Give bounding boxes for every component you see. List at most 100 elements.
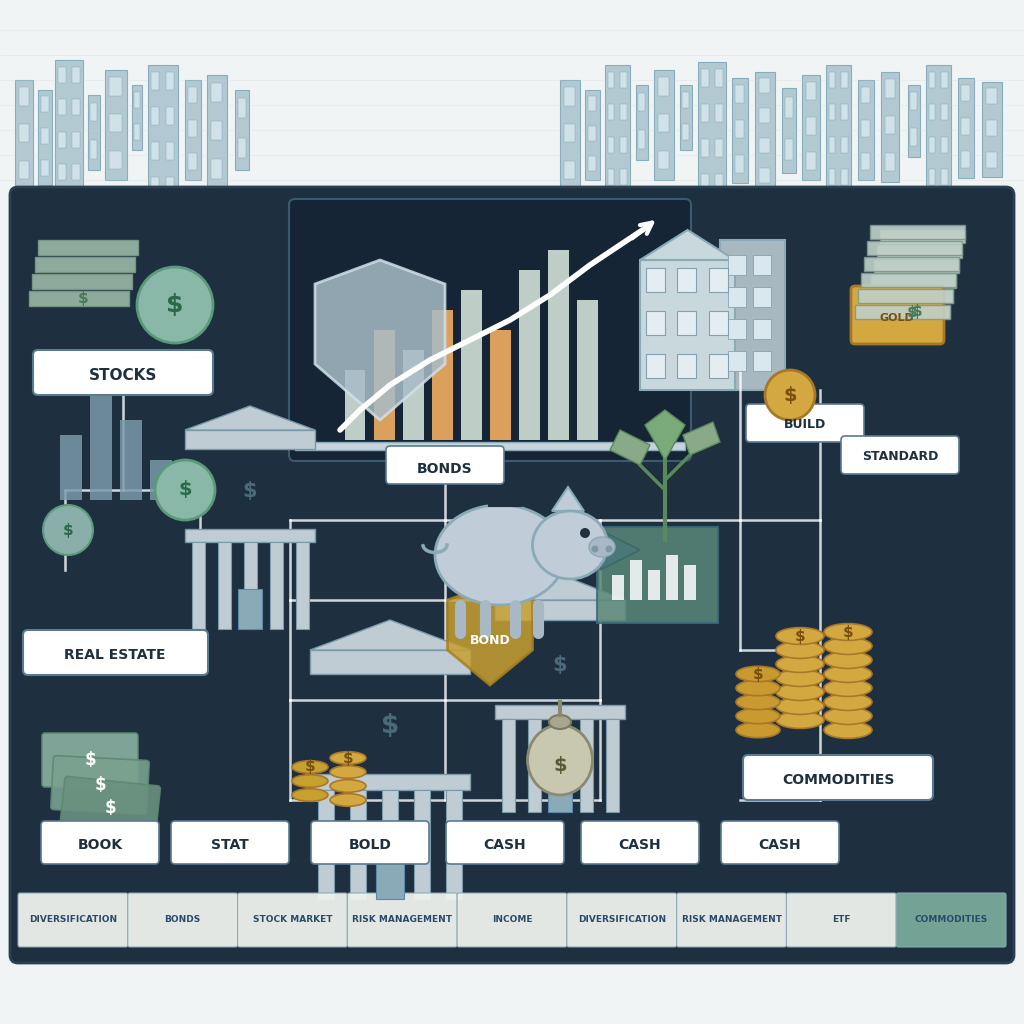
Bar: [151, 177, 160, 195]
Bar: [605, 719, 618, 812]
Bar: [72, 164, 80, 180]
Polygon shape: [683, 422, 720, 455]
Text: COMMODITIES: COMMODITIES: [781, 773, 894, 787]
Bar: [684, 565, 696, 600]
Bar: [870, 225, 965, 239]
Bar: [191, 542, 205, 630]
Polygon shape: [645, 410, 685, 460]
Ellipse shape: [292, 775, 328, 787]
Text: $: $: [553, 654, 567, 675]
Bar: [929, 136, 935, 153]
Circle shape: [605, 546, 612, 553]
Text: $: $: [912, 304, 923, 319]
Bar: [941, 72, 948, 88]
Bar: [828, 169, 836, 185]
Bar: [564, 87, 575, 105]
Bar: [877, 245, 962, 258]
Bar: [134, 124, 139, 140]
Bar: [709, 354, 728, 378]
Bar: [110, 151, 122, 169]
Bar: [802, 75, 820, 180]
Bar: [784, 139, 793, 160]
Ellipse shape: [824, 680, 872, 696]
Bar: [806, 117, 815, 134]
Bar: [166, 177, 174, 195]
Bar: [495, 600, 625, 621]
Bar: [527, 719, 541, 812]
Bar: [188, 154, 197, 170]
Bar: [841, 136, 848, 153]
Bar: [560, 80, 580, 190]
Bar: [88, 95, 100, 170]
Bar: [18, 87, 29, 105]
Bar: [18, 161, 29, 179]
FancyBboxPatch shape: [721, 821, 839, 864]
Bar: [374, 330, 394, 440]
Bar: [564, 124, 575, 142]
Bar: [90, 140, 97, 159]
Polygon shape: [552, 487, 584, 511]
Bar: [41, 96, 48, 113]
Bar: [759, 78, 770, 93]
Bar: [648, 570, 660, 600]
Ellipse shape: [824, 666, 872, 682]
Ellipse shape: [330, 794, 366, 806]
Text: DIVERSIFICATION: DIVERSIFICATION: [578, 915, 666, 925]
Bar: [57, 67, 66, 83]
Ellipse shape: [736, 709, 780, 724]
Bar: [402, 350, 424, 440]
Bar: [35, 257, 135, 272]
Circle shape: [580, 528, 590, 538]
Bar: [207, 75, 227, 190]
Bar: [185, 80, 201, 180]
Text: $: $: [381, 713, 399, 739]
Ellipse shape: [736, 680, 780, 695]
Ellipse shape: [435, 505, 565, 605]
Bar: [858, 80, 874, 180]
FancyBboxPatch shape: [896, 893, 1006, 947]
Bar: [234, 90, 249, 170]
Bar: [620, 136, 627, 153]
FancyBboxPatch shape: [41, 821, 159, 864]
Bar: [548, 769, 571, 812]
Bar: [636, 85, 648, 160]
Bar: [238, 138, 246, 158]
Bar: [585, 90, 600, 180]
Text: STOCK MARKET: STOCK MARKET: [253, 915, 332, 925]
Bar: [18, 124, 29, 142]
Bar: [38, 240, 138, 255]
Ellipse shape: [776, 655, 824, 673]
Ellipse shape: [824, 624, 872, 640]
FancyBboxPatch shape: [128, 893, 238, 947]
Bar: [715, 104, 723, 122]
Bar: [564, 161, 575, 179]
Bar: [709, 311, 728, 335]
Bar: [29, 291, 129, 306]
Bar: [310, 650, 470, 674]
Bar: [414, 790, 430, 899]
FancyBboxPatch shape: [567, 893, 677, 947]
Text: BONDS: BONDS: [165, 915, 201, 925]
Polygon shape: [600, 530, 640, 570]
Text: GOLD: GOLD: [880, 313, 914, 323]
Bar: [607, 136, 614, 153]
Polygon shape: [310, 620, 470, 650]
Ellipse shape: [824, 722, 872, 738]
Bar: [885, 153, 895, 171]
Ellipse shape: [824, 708, 872, 724]
Bar: [759, 168, 770, 183]
Bar: [188, 87, 197, 103]
Ellipse shape: [776, 642, 824, 658]
Bar: [376, 849, 404, 899]
Bar: [239, 589, 262, 630]
Bar: [588, 126, 596, 141]
Bar: [666, 555, 678, 600]
Text: INCOME: INCOME: [492, 915, 532, 925]
Bar: [638, 130, 645, 148]
Bar: [620, 72, 627, 88]
Bar: [715, 139, 723, 157]
Bar: [658, 151, 669, 169]
Bar: [735, 120, 744, 137]
Bar: [958, 78, 974, 178]
Bar: [244, 542, 256, 630]
